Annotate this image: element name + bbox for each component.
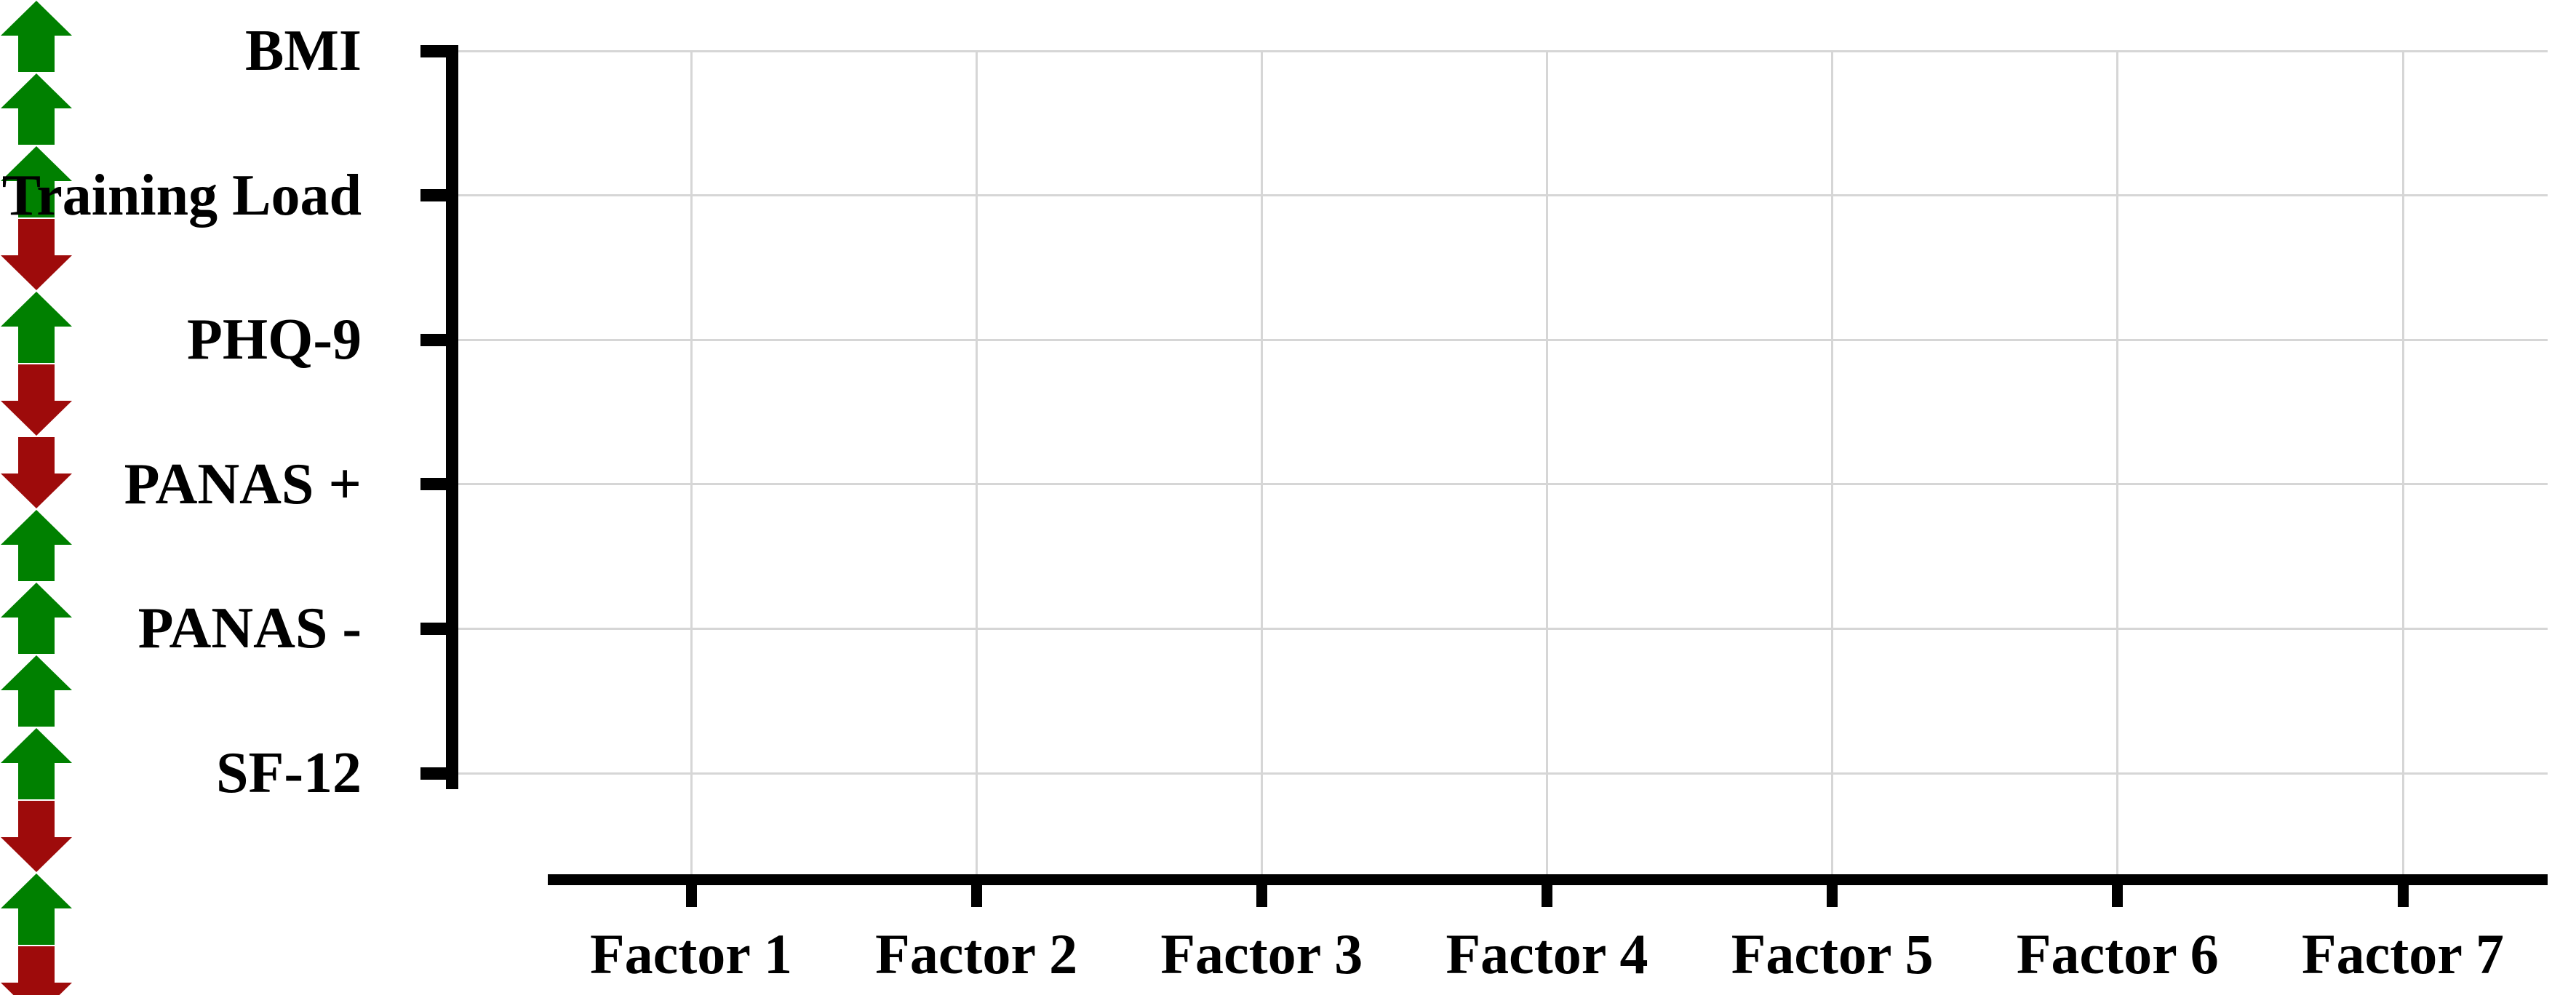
x-axis-label: Factor 3	[1160, 922, 1363, 986]
h-gridline	[458, 49, 2548, 52]
up-arrow-icon	[0, 655, 73, 727]
y-axis-label: PANAS -	[137, 596, 362, 661]
y-axis-label: BMI	[245, 19, 362, 83]
y-axis-tick	[420, 189, 458, 202]
v-gridline	[975, 51, 978, 874]
x-axis-line	[548, 874, 2548, 885]
x-axis-tick	[1827, 885, 1838, 907]
down-arrow-icon	[0, 218, 73, 291]
up-arrow-icon	[0, 873, 73, 946]
down-arrow-icon	[0, 364, 73, 436]
x-axis-label: Factor 7	[2302, 922, 2504, 986]
down-arrow-icon	[0, 800, 73, 873]
x-axis-label: Factor 2	[875, 922, 1078, 986]
h-gridline	[458, 772, 2548, 775]
v-gridline	[2401, 51, 2404, 874]
x-axis-tick	[2397, 885, 2409, 907]
h-gridline	[458, 338, 2548, 341]
x-axis-tick	[970, 885, 982, 907]
v-gridline	[1831, 51, 1834, 874]
up-arrow-icon	[0, 0, 73, 73]
v-gridline	[1260, 51, 1263, 874]
x-axis-tick	[685, 885, 697, 907]
x-axis-label: Factor 6	[2016, 922, 2219, 986]
up-arrow-icon	[0, 727, 73, 800]
x-axis-tick	[1256, 885, 1267, 907]
x-axis-label: Factor 5	[1731, 922, 1934, 986]
x-axis-tick	[2112, 885, 2124, 907]
y-axis-label: PHQ-9	[187, 308, 362, 372]
x-axis-label: Factor 1	[590, 922, 792, 986]
arrows-layer	[0, 0, 73, 995]
down-arrow-icon	[0, 946, 73, 995]
up-arrow-icon	[0, 73, 73, 145]
v-gridline	[2116, 51, 2119, 874]
up-arrow-icon	[0, 291, 73, 364]
y-axis-tick	[420, 767, 458, 780]
h-gridline	[458, 627, 2548, 630]
v-gridline	[1546, 51, 1548, 874]
y-axis-tick	[420, 333, 458, 346]
up-arrow-icon	[0, 509, 73, 582]
x-axis-label: Factor 4	[1445, 922, 1648, 986]
h-gridline	[458, 194, 2548, 197]
y-axis-tick	[420, 44, 458, 57]
y-axis-tick	[420, 478, 458, 491]
v-gridline	[690, 51, 693, 874]
up-arrow-icon	[0, 145, 73, 218]
y-axis-label: PANAS +	[124, 452, 362, 516]
y-axis-label: SF-12	[216, 741, 362, 805]
y-axis-label: Training Load	[1, 163, 362, 228]
up-arrow-icon	[0, 582, 73, 655]
h-gridline	[458, 483, 2548, 486]
y-axis-tick	[420, 622, 458, 635]
x-axis-tick	[1542, 885, 1552, 907]
down-arrow-icon	[0, 436, 73, 509]
y-axis-line	[446, 45, 458, 789]
